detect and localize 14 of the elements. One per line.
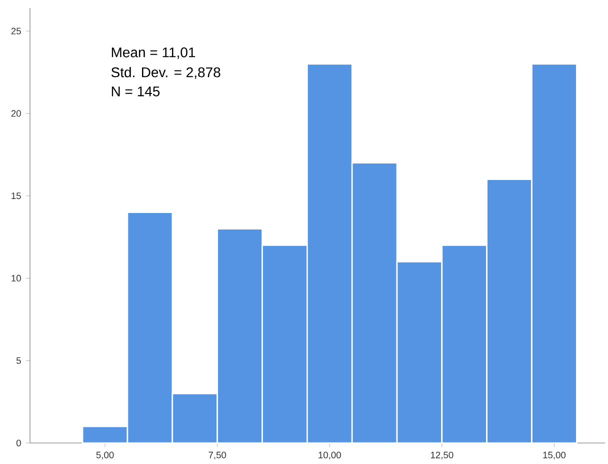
y-tick-label: 0 — [16, 440, 21, 446]
x-tick-label: 15,00 — [543, 452, 566, 460]
x-tick-label: 12,50 — [430, 452, 454, 460]
x-tick-label: 5,00 — [96, 452, 114, 460]
x-tick-label: 10,00 — [318, 452, 341, 460]
y-tick-label: 5 — [16, 357, 21, 364]
y-tick-label: 15 — [12, 192, 21, 200]
y-tick-label: 25 — [11, 28, 21, 34]
annotation: Mean = 11,01 — [112, 47, 196, 59]
x-tick-label: 7,50 — [208, 452, 226, 460]
annotation: Std. Dev. = 2,878 — [111, 66, 220, 79]
y-tick-label: 20 — [11, 110, 21, 117]
annotation: N = 145 — [112, 86, 160, 96]
y-tick-label: 10 — [12, 274, 21, 282]
